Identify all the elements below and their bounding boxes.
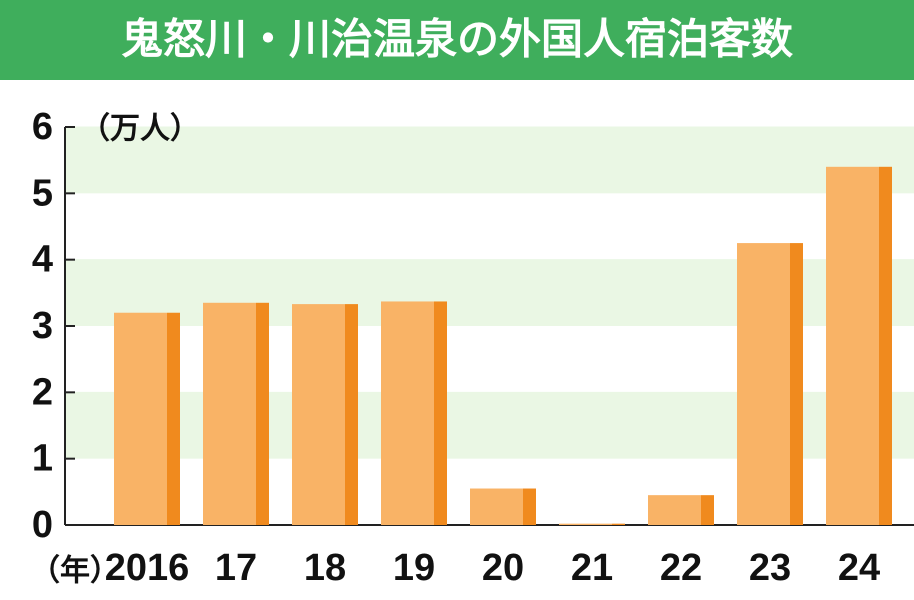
y-axis-label: （万人） <box>80 112 200 147</box>
bar <box>826 166 892 526</box>
y-tick-label: 1 <box>32 438 53 480</box>
title-bar <box>0 0 914 80</box>
x-tick-label: 19 <box>393 547 435 589</box>
y-tick-label: 4 <box>32 239 53 281</box>
x-tick-label: 23 <box>749 547 791 589</box>
x-tick-label: 21 <box>571 547 613 589</box>
bar <box>559 523 625 525</box>
bar <box>470 488 536 525</box>
bar <box>737 243 803 526</box>
x-tick-label: 20 <box>482 547 524 589</box>
bar <box>381 301 447 525</box>
x-tick-label: 18 <box>304 547 346 589</box>
bar <box>114 312 180 525</box>
y-tick-label: 6 <box>32 106 53 148</box>
y-tick-label: 5 <box>32 172 53 214</box>
x-tick-label: 17 <box>215 547 257 589</box>
x-axis-label: （年） <box>30 554 120 589</box>
x-tick-label: 2016 <box>105 547 190 589</box>
y-tick-label: 0 <box>32 504 53 546</box>
bar <box>292 304 358 525</box>
bar <box>648 495 714 525</box>
bar <box>203 302 269 525</box>
y-tick-label: 3 <box>32 305 53 347</box>
y-tick-label: 2 <box>32 371 53 413</box>
chart-title: 鬼怒川・川治温泉の外国人宿泊客数 <box>121 15 793 64</box>
x-tick-label: 22 <box>660 547 702 589</box>
grid-band <box>65 127 914 194</box>
x-tick-label: 24 <box>838 547 880 589</box>
